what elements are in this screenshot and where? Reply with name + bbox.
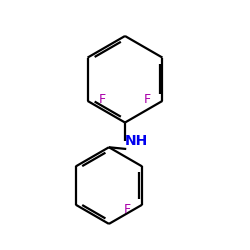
Text: NH: NH — [124, 134, 148, 148]
Text: F: F — [99, 93, 106, 106]
Text: F: F — [144, 93, 151, 106]
Text: F: F — [124, 203, 131, 216]
